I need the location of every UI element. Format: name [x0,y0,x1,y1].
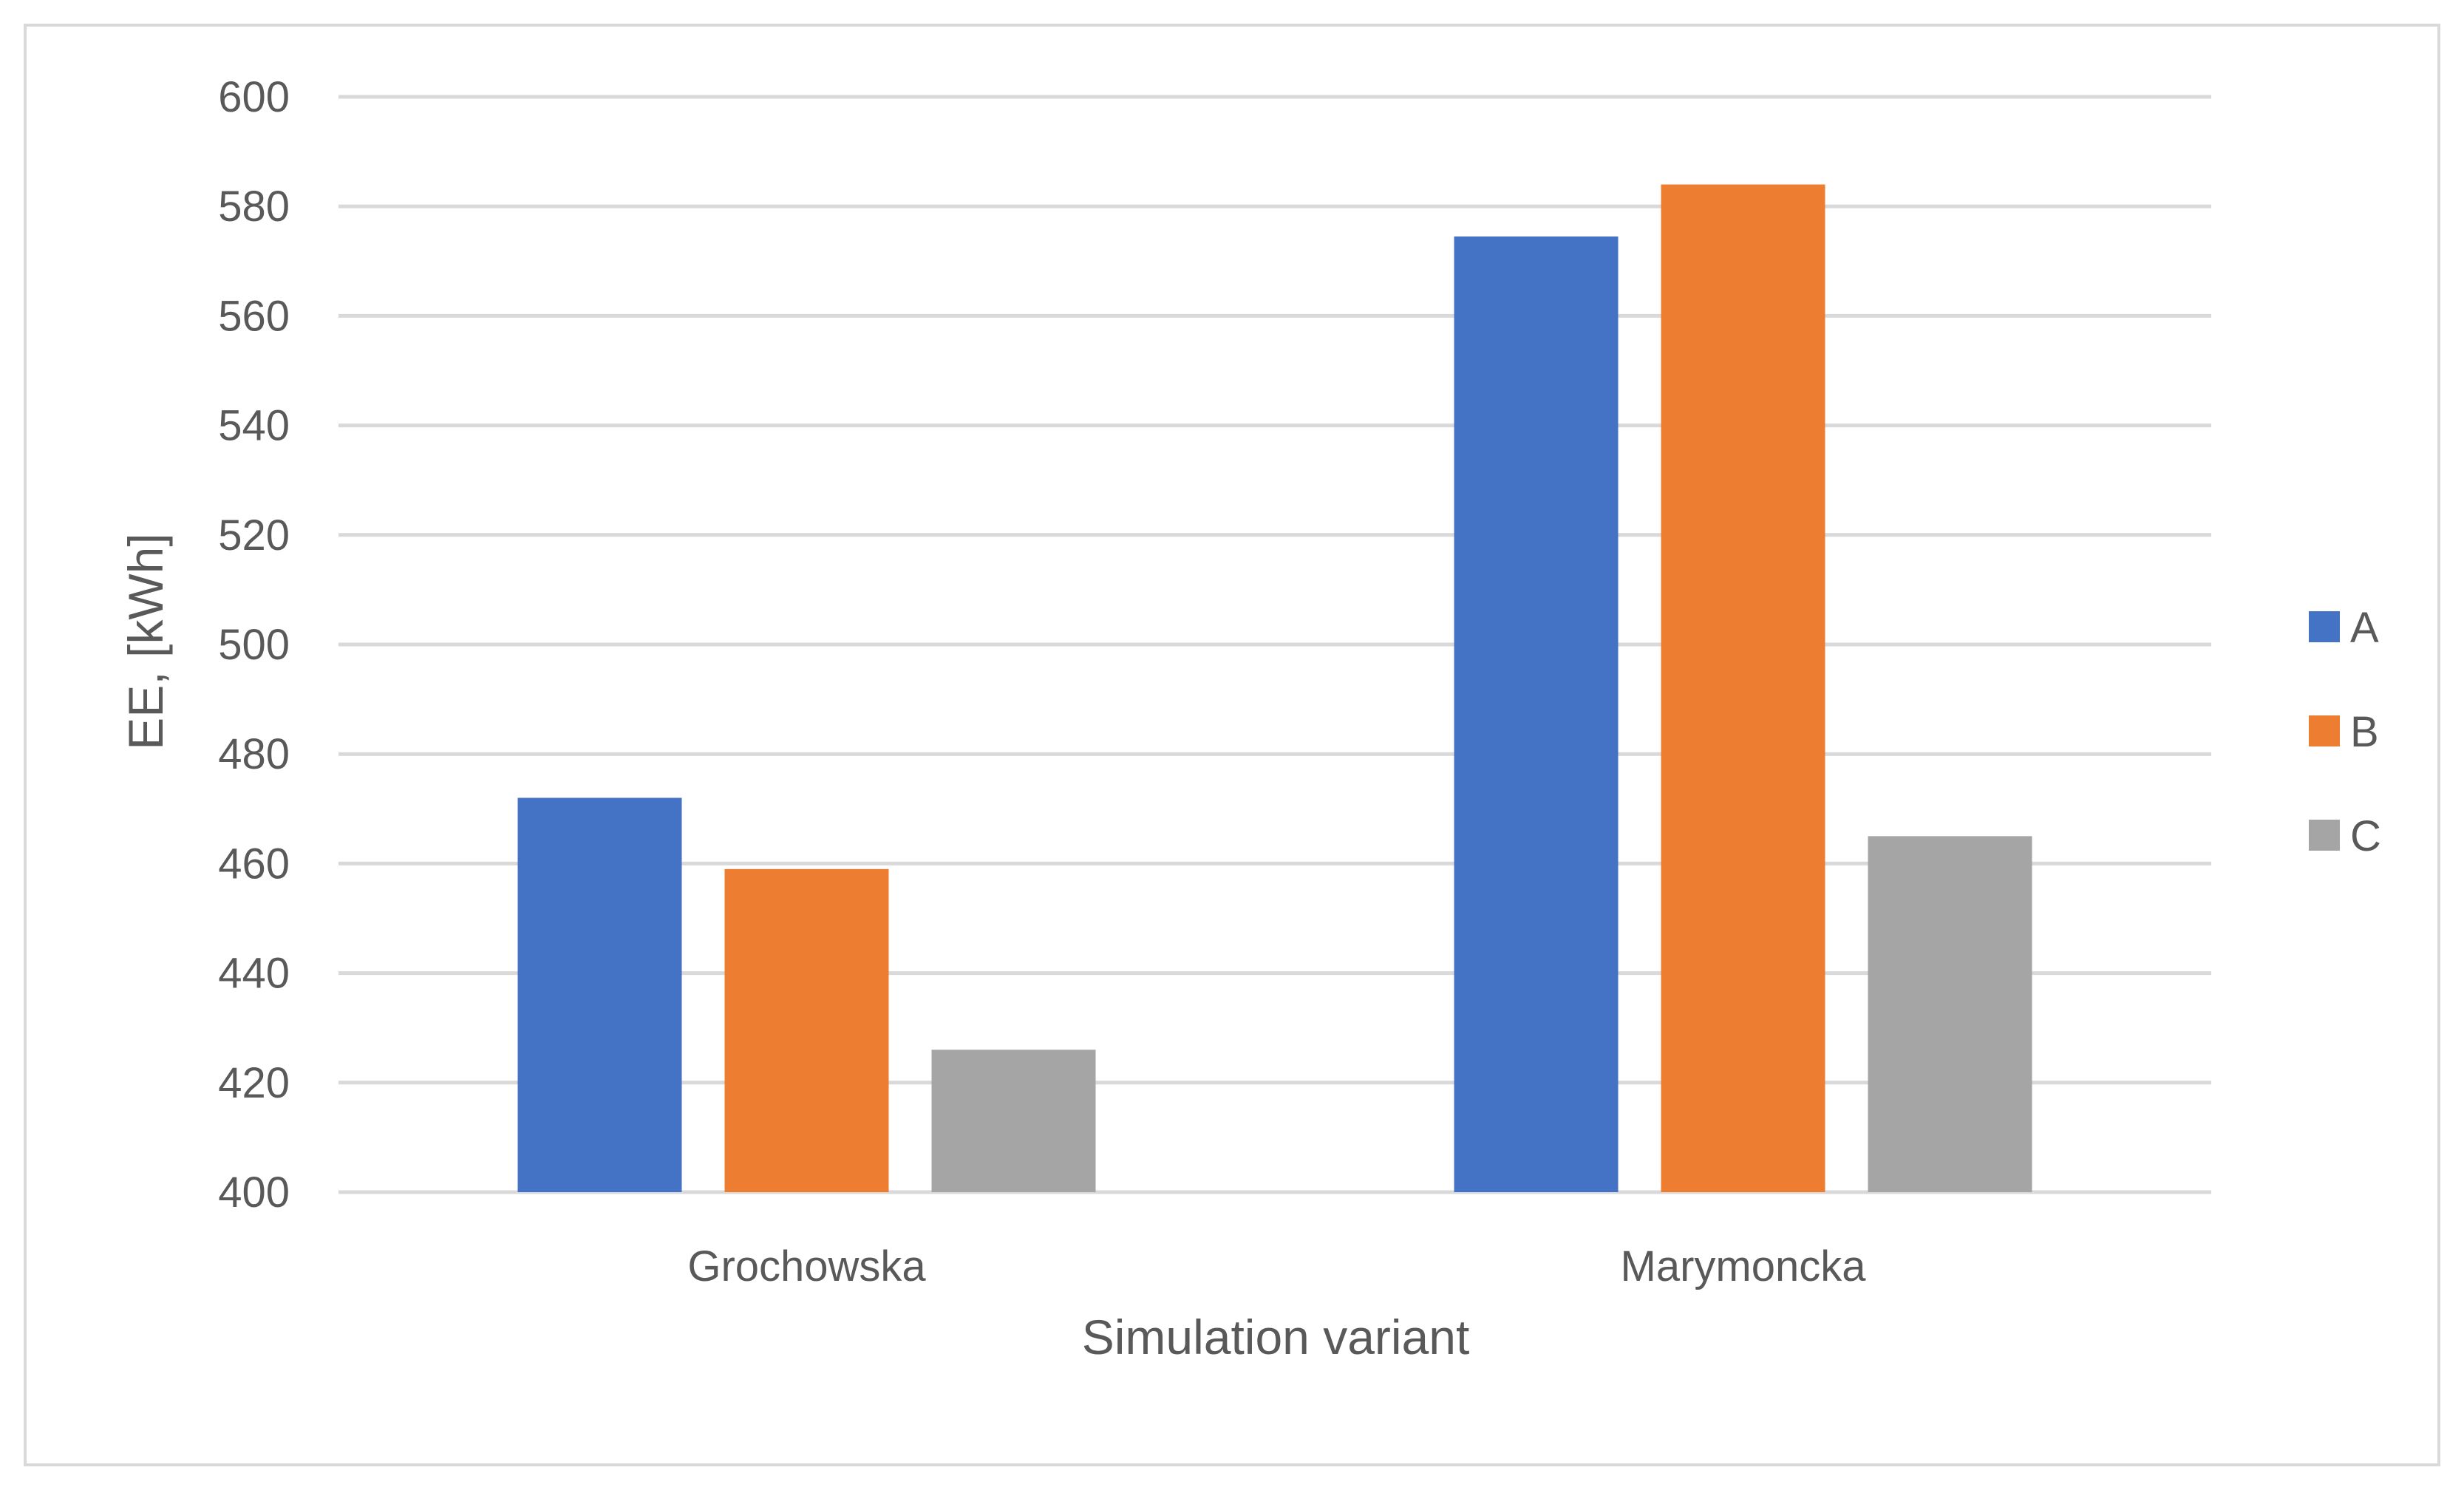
legend-swatch-c [2309,820,2340,851]
legend: A B C [2309,604,2381,860]
y-tick-label: 400 [218,1168,290,1217]
x-tick-label: Marymoncka [1621,1242,1867,1290]
y-tick-label: 580 [218,183,290,231]
y-tick-label: 520 [218,511,290,559]
bar-b-grochowska [724,868,889,1192]
y-axis-ticks: 400 420 440 460 480 500 520 540 560 580 600 [218,73,290,1217]
y-tick-label: 480 [218,730,290,778]
y-axis-title: EE, [kWh] [118,533,173,749]
x-axis-title: Simulation variant [1082,1310,1470,1364]
y-tick-label: 500 [218,621,290,669]
bar-c-marymoncka [1868,836,2032,1192]
legend-label-c: C [2350,812,2381,860]
y-tick-label: 560 [218,292,290,340]
y-tick-label: 440 [218,950,290,998]
x-axis-ticks: Grochowska Marymoncka [687,1242,1866,1290]
bar-b-marymoncka [1661,184,1825,1192]
y-tick-label: 420 [218,1059,290,1107]
chart-frame [24,24,2440,1466]
legend-swatch-a [2309,611,2340,642]
bar-a-marymoncka [1454,236,1619,1193]
x-tick-label: Grochowska [687,1242,926,1290]
bar-a-grochowska [517,797,682,1192]
y-tick-label: 600 [218,73,290,121]
bars [517,184,2032,1193]
bar-c-grochowska [931,1050,1096,1192]
y-tick-label: 460 [218,840,290,888]
legend-swatch-b [2309,715,2340,746]
y-tick-label: 540 [218,402,290,450]
legend-label-b: B [2350,708,2379,756]
legend-label-a: A [2350,604,2379,652]
